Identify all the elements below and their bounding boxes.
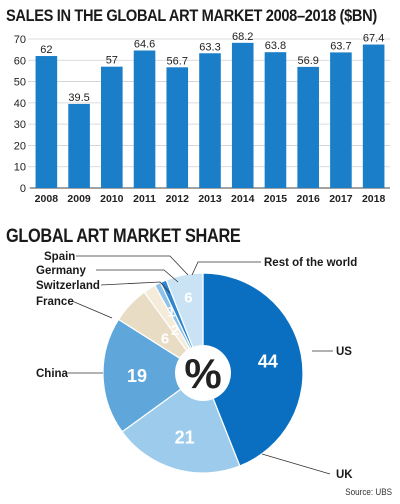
leader-line — [191, 261, 261, 276]
bar-value-label: 56.9 — [297, 55, 318, 67]
leader-line — [71, 300, 113, 319]
bar — [330, 52, 352, 188]
x-tick-label: 2018 — [362, 193, 386, 205]
x-tick-label: 2011 — [133, 193, 156, 205]
legend-label: China — [36, 368, 69, 380]
x-tick-label: 2015 — [264, 193, 288, 205]
slice-value-label: 6 — [184, 289, 192, 306]
bar-value-label: 62 — [40, 44, 52, 56]
bar — [297, 66, 319, 188]
bar — [199, 53, 221, 188]
y-tick-label: 70 — [14, 34, 26, 46]
donut-hole — [175, 345, 231, 401]
y-tick-label: 0 — [20, 183, 26, 195]
bar-value-label: 57 — [106, 55, 118, 67]
y-tick-label: 30 — [14, 119, 26, 131]
leader-line — [100, 281, 171, 294]
bar — [35, 56, 58, 189]
x-tick-label: 2008 — [35, 193, 59, 205]
x-tick-label: 2009 — [67, 193, 91, 205]
legend-label: France — [36, 296, 74, 308]
bar-value-label: 56.7 — [167, 55, 188, 67]
y-tick-label: 10 — [14, 162, 26, 174]
bar-chart: 0 10 20 30 40 50 60 70 62 2008 39.5 2009 57 2010 64.6 2… — [14, 31, 390, 205]
leader-line — [76, 255, 189, 276]
bar — [362, 44, 385, 188]
y-tick-label: 60 — [14, 55, 26, 67]
slice-value-label: 6 — [161, 330, 169, 347]
slice-value-label: 19 — [127, 366, 147, 386]
bar-value-label: 63.3 — [199, 41, 220, 53]
legend-label: Switzerland — [36, 280, 100, 292]
slice-value-label: 44 — [258, 352, 278, 372]
y-tick-label: 20 — [14, 140, 26, 152]
bar-value-label: 63.8 — [265, 40, 286, 52]
x-tick-label: 2012 — [166, 193, 190, 205]
slice-value-label: 21 — [175, 427, 195, 447]
slice-value-label: 2 — [171, 322, 179, 339]
bar — [133, 50, 156, 188]
pie-slice — [102, 318, 205, 433]
bar-value-label: 63.7 — [330, 40, 351, 52]
bar — [68, 103, 90, 188]
legend-label: Spain — [44, 251, 75, 263]
x-tick-label: 2017 — [329, 193, 353, 205]
source-note: Source: UBS — [345, 487, 392, 497]
center-percent-label: % — [184, 350, 221, 397]
bar — [101, 66, 123, 188]
legend-label: Rest of the world — [264, 257, 357, 269]
bar-value-label: 68.2 — [232, 31, 253, 43]
legend-label: Germany — [36, 265, 86, 277]
x-tick-label: 2013 — [198, 193, 222, 205]
bar-value-label: 64.6 — [134, 38, 155, 50]
legend-label: UK — [336, 469, 353, 481]
leader-line — [96, 269, 179, 283]
x-tick-label: 2010 — [100, 193, 124, 205]
y-tick-label: 40 — [14, 98, 26, 110]
bar-value-label: 39.5 — [68, 92, 89, 104]
bar-value-label: 67.4 — [363, 33, 384, 45]
pie-slice — [202, 272, 304, 467]
bar — [264, 52, 287, 188]
pie-chart-title: GLOBAL ART MARKET SHARE — [6, 226, 241, 247]
bar — [166, 67, 189, 188]
x-tick-label: 2014 — [231, 193, 255, 205]
bar-chart-title: SALES IN THE GLOBAL ART MARKET 2008–2018… — [6, 6, 377, 25]
x-tick-label: 2016 — [297, 193, 321, 205]
leader-line — [261, 453, 331, 475]
bar — [231, 42, 254, 189]
legend-label: US — [336, 346, 352, 358]
slice-value-label: 1 — [167, 304, 175, 321]
y-tick-label: 50 — [14, 77, 26, 89]
